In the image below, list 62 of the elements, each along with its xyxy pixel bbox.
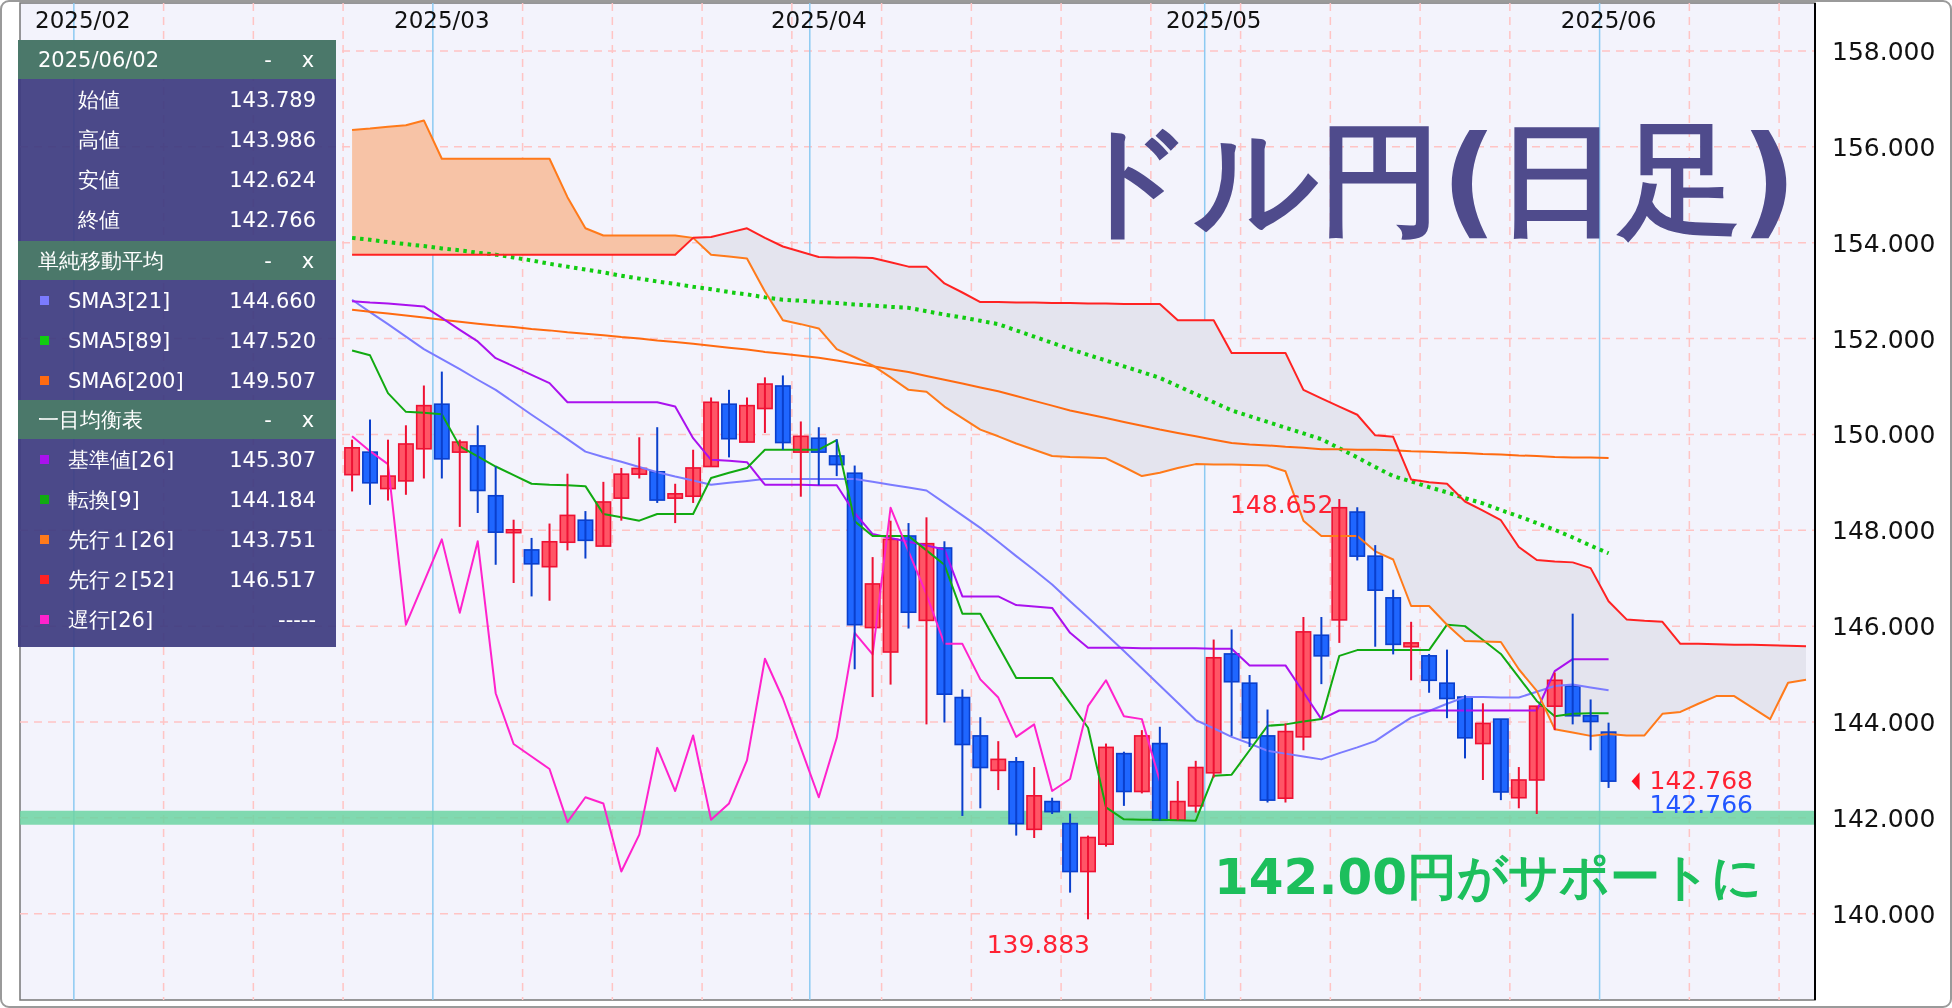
annotation: x [301,48,315,72]
annotation: - [264,48,272,72]
annotation: 143.789 [229,88,316,112]
y-tick-label: 146.000 [1832,612,1936,642]
y-tick-label: 148.000 [1832,516,1936,546]
candlestick [667,482,684,525]
y-tick-label: 140.000 [1832,899,1936,929]
annotation: 142.766 [229,208,316,232]
annotation: 149.507 [229,369,316,393]
annotation: ----- [278,608,316,632]
annotation: 146.517 [229,568,316,592]
annotation: 144.184 [229,488,316,512]
annotation: 143.751 [229,528,316,552]
annotation: 139.883 [986,930,1091,960]
x-tick-label: 2025/05 [1165,7,1262,33]
line-series [351,308,1610,459]
annotation: 2025/06/02 [38,48,160,72]
annotation: 142.624 [229,168,316,192]
annotation: 一目均衡表 [38,408,143,432]
legend-label: SMA3[21] [68,289,171,313]
y-tick-label: 152.000 [1832,324,1936,354]
annotation: 147.520 [229,329,316,353]
y-tick-label: 150.000 [1832,420,1936,450]
y-tick-label: 154.000 [1832,228,1936,258]
candlestick [613,466,630,522]
line-series [351,349,1610,822]
annotation: x [301,408,315,432]
legend-label: 先行２[52] [68,568,175,592]
candlestick [1313,616,1330,686]
legend-label: 転換[9] [68,488,140,512]
annotation: x [301,249,315,273]
legend-label: SMA6[200] [68,369,184,393]
legend-label: SMA5[89] [68,329,171,353]
legend-label: 先行１[26] [68,528,175,552]
legend-label: 基準値[26] [68,448,175,472]
annotation: 145.307 [229,448,316,472]
annotation: 高値 [78,128,120,152]
x-tick-label: 2025/03 [394,7,490,33]
legend-label: 遅行[26] [68,608,154,632]
y-tick-label: 144.000 [1832,707,1936,737]
x-tick-label: 2025/02 [35,7,131,33]
annotation: 142.00円がサポートに [1214,847,1762,906]
annotation: 終値 [77,208,120,232]
annotation: 142.768 [1649,766,1753,796]
candlestick [1510,766,1527,810]
annotation: 144.660 [229,289,316,313]
y-tick-label: 158.000 [1832,36,1936,66]
candlestick [721,388,738,459]
x-tick-label: 2025/04 [770,7,867,33]
x-tick-label: 2025/06 [1560,7,1657,33]
annotation: 始値 [78,88,120,112]
annotation: 単純移動平均 [38,249,164,273]
candlestick [1403,620,1420,682]
annotation: - [264,249,272,273]
y-tick-label: 156.000 [1832,132,1936,162]
annotation: - [264,408,272,432]
candlestick [523,536,540,598]
candlestick [577,510,594,560]
y-tick-label: 142.000 [1832,803,1936,833]
annotation: 143.986 [229,128,316,152]
line-series [351,435,1161,873]
annotation: 安値 [78,168,120,192]
